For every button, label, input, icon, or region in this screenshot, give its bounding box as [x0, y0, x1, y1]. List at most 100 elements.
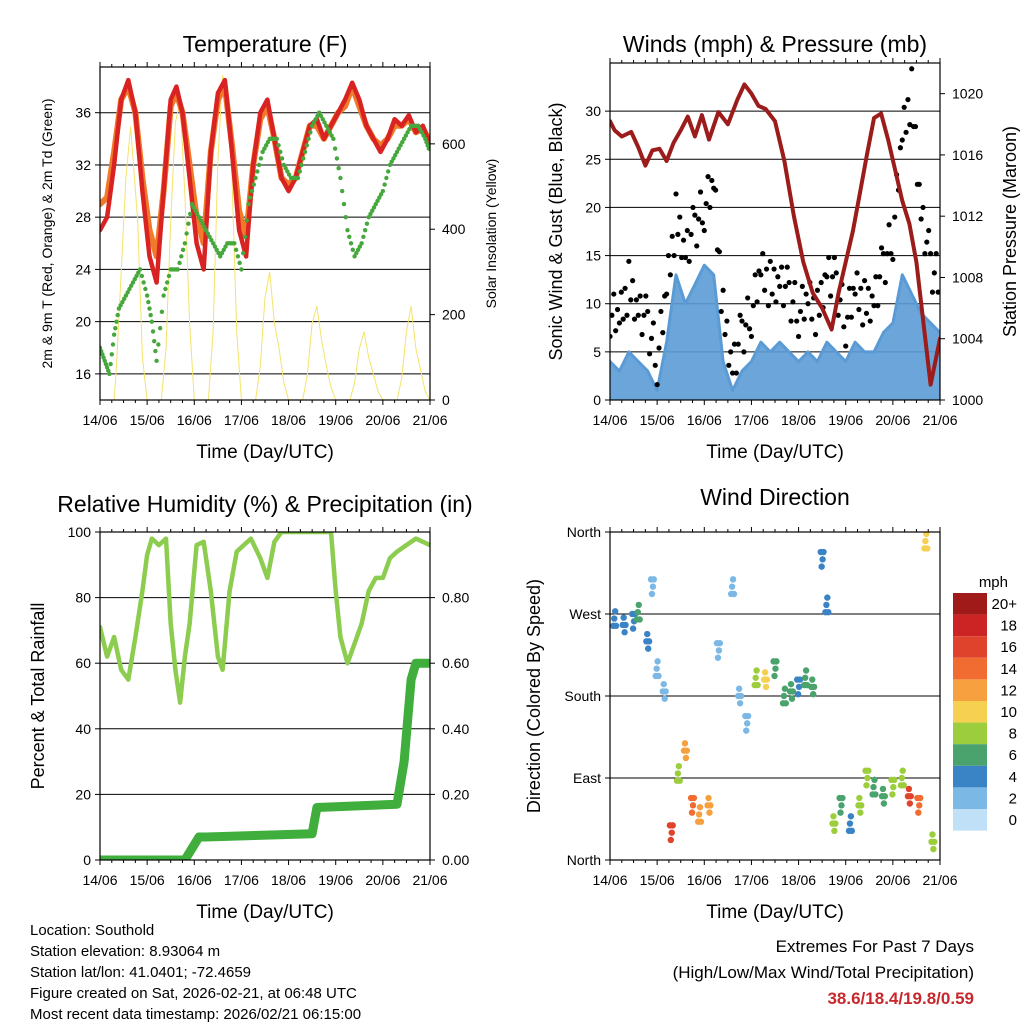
x-tick-label: 18/06	[781, 872, 816, 888]
direction-point	[688, 809, 696, 816]
direction-point	[648, 590, 656, 598]
gust-point	[871, 303, 877, 309]
y-tick-label: 60	[75, 655, 91, 671]
x-tick-label: 17/06	[224, 412, 259, 428]
direction-point	[773, 658, 780, 665]
y-tick-label: North	[567, 524, 601, 540]
gust-point	[775, 274, 781, 280]
x-tick-label: 16/06	[687, 872, 722, 888]
gust-point	[818, 279, 824, 286]
y-tick-label: 5	[593, 344, 601, 360]
gust-point	[663, 291, 670, 297]
gust-point	[794, 318, 800, 324]
gust-point	[812, 331, 819, 338]
y-tick-label: 10	[585, 296, 601, 312]
dewpoint-point	[375, 198, 380, 204]
direction-point	[621, 629, 628, 636]
direction-point	[707, 802, 714, 809]
dewpoint-point	[114, 319, 119, 324]
direction-point	[839, 794, 846, 802]
plot-frame	[99, 66, 431, 401]
dewpoint-point	[110, 342, 116, 347]
gust-point	[613, 328, 619, 334]
dewpoint-point	[396, 146, 401, 151]
y-tick-label: 100	[68, 524, 92, 540]
direction-point	[743, 727, 750, 734]
gust-point	[745, 295, 751, 301]
gust-point	[618, 289, 624, 295]
gust-point	[905, 96, 911, 103]
gust-point	[890, 256, 896, 263]
direction-point	[924, 545, 931, 552]
y-tick-label: North	[567, 852, 601, 868]
direction-point	[676, 777, 683, 784]
dewpoint-point	[175, 267, 180, 272]
plot-frame	[609, 531, 941, 861]
colorbar-label: 16	[1000, 639, 1017, 656]
dewpoint-point	[391, 156, 396, 161]
direction-point	[915, 809, 922, 816]
dewpoint-point	[315, 113, 320, 119]
dewpoint-point	[118, 303, 123, 308]
y-tick-label: 0	[83, 852, 91, 868]
dewpoint-point	[348, 241, 354, 246]
colorbar-swatch	[953, 722, 987, 745]
station-latlon: Station lat/lon: 41.0401; -72.4659	[30, 964, 252, 981]
gust-point	[705, 174, 711, 180]
direction-point	[847, 813, 855, 820]
dewpoint-point	[177, 260, 182, 266]
data-timestamp: Most recent data timestamp: 2026/02/21 0…	[30, 1006, 362, 1023]
dewpoint-point	[260, 149, 265, 155]
dewpoint-point	[378, 192, 384, 197]
gust-point	[741, 349, 747, 355]
x-tick-label: 15/06	[130, 872, 165, 888]
direction-point	[667, 836, 675, 844]
x-axis-label: Time (Day/UTC)	[706, 902, 844, 923]
gust-point	[645, 308, 651, 315]
x-tick-label: 16/06	[177, 412, 212, 428]
figure-created: Figure created on Sat, 2026-02-21, at 06…	[30, 985, 357, 1002]
direction-point	[864, 774, 871, 782]
direction-point	[735, 685, 743, 692]
gust-point	[746, 326, 753, 332]
direction-point	[690, 794, 698, 802]
dewpoint-point	[248, 195, 253, 200]
x-tick-label: 18/06	[271, 872, 306, 888]
gust-point	[826, 254, 832, 261]
dewpoint-point	[157, 325, 163, 331]
direction-point	[832, 820, 839, 827]
x-tick-label: 18/06	[781, 412, 816, 428]
temperature-panel: Temperature (F) 16 20 24 28 32 36 14/06 15/06 16/…	[39, 31, 499, 463]
wind-line	[610, 263, 940, 392]
gust-point	[726, 362, 732, 368]
dewpoint-point	[336, 166, 341, 171]
direction-point	[753, 667, 760, 674]
station-location: Location: Southold	[30, 922, 155, 939]
dewpoint-point	[382, 182, 387, 187]
colorbar-label: 20+	[992, 596, 1018, 613]
x-axis-label: Time (Day/UTC)	[196, 442, 334, 463]
gust-point	[795, 333, 802, 340]
direction-point	[730, 590, 738, 598]
humidity-panel: Relative Humidity (%) & Precipitation (i…	[28, 491, 473, 923]
y-right-tick-label: 0	[442, 392, 450, 408]
gust-point	[845, 314, 851, 320]
dewpoint-point	[218, 254, 223, 259]
colorbar-label: 12	[1000, 682, 1017, 699]
y-tick-label: West	[569, 606, 601, 622]
dewpoint-point	[187, 211, 193, 217]
dewpoint-point	[163, 286, 168, 292]
y-axis-label: Percent & Total Rainfall	[28, 603, 48, 790]
dewpoint-point	[308, 130, 313, 135]
direction-point	[705, 794, 712, 802]
y-tick-label: 32	[75, 157, 91, 173]
colorbar-label: 8	[1009, 726, 1017, 743]
gust-point	[780, 303, 787, 309]
direction-point	[930, 845, 937, 853]
dewpoint-point	[147, 306, 152, 311]
gust-point	[777, 283, 783, 289]
dewpoint-point	[299, 162, 304, 168]
dewpoint-point	[368, 211, 373, 217]
gust-point	[873, 274, 879, 280]
direction-point	[752, 674, 759, 681]
